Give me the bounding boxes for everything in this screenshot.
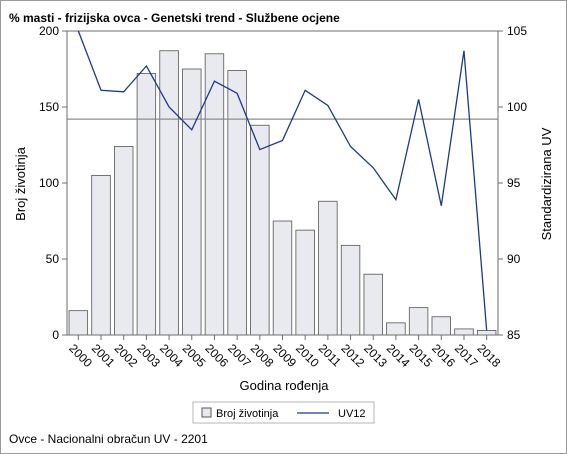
legend: Broj životinja UV12 [192,401,375,424]
bar-2013 [363,273,383,336]
bar-layer [68,50,497,336]
x-tick-label-2008: 2008 [248,341,277,370]
bar-2008 [250,124,270,336]
x-tick-label-2013: 2013 [361,341,390,370]
y-tick-label-200: 200 [39,24,59,38]
bar-2002 [114,146,134,336]
bar-2014 [386,322,406,336]
bar-2010 [295,229,315,336]
y-tick-label-0: 0 [52,328,59,342]
x-tick-label-2016: 2016 [429,341,458,370]
y2-tick-label-100: 100 [507,100,527,114]
y2-tick-label-95: 95 [507,176,521,190]
y-axis-label: Broj životinja [13,146,28,220]
bar-2012 [340,244,361,336]
x-tick-label-2007: 2007 [225,341,254,370]
y2-tick-label-85: 85 [507,328,521,342]
x-tick-label-2003: 2003 [134,341,163,370]
x-tick-label-2000: 2000 [66,341,95,370]
legend-label-bars: Broj životinja [216,408,279,420]
x-tick-label-2002: 2002 [112,341,141,370]
x-tick-label-2014: 2014 [384,341,413,370]
bar-2003 [136,73,157,336]
bar-2017 [454,328,474,336]
bar-2009 [272,220,293,336]
bar-2005 [182,68,202,336]
y2-axis-label: Standardizirana UV [539,127,554,240]
y-tick-label-100: 100 [39,176,59,190]
bar-2015 [408,307,429,336]
bar-2011 [318,200,338,336]
x-tick-label-2010: 2010 [293,341,322,370]
bar-2004 [159,50,179,336]
x-tick-label-2017: 2017 [452,341,481,370]
x-tick-label-2015: 2015 [406,341,435,370]
x-tick-label-2004: 2004 [157,341,186,370]
legend-swatch-bar [201,407,212,418]
bar-2018 [476,330,497,336]
bar-2001 [91,174,111,336]
line-layer [77,30,488,331]
y-tick-label-50: 50 [46,252,60,266]
bar-2000 [68,310,89,336]
x-tick-label-2012: 2012 [338,341,367,370]
series-line-uv12 [77,30,488,331]
x-axis-label: Godina rođenja [240,378,330,393]
y2-tick-label-90: 90 [507,252,521,266]
legend-label-line: UV12 [338,408,366,420]
footnote: Ovce - Nacionalni obračun UV - 2201 [9,432,208,446]
x-tick-label-2018: 2018 [475,341,504,370]
x-tick-label-2001: 2001 [89,341,118,370]
y-tick-label-150: 150 [39,100,59,114]
x-tick-label-2005: 2005 [180,341,209,370]
x-tick-label-2009: 2009 [270,341,299,370]
chart-title: % masti - frizijska ovca - Genetski tren… [9,11,340,25]
y2-tick-label-105: 105 [507,24,527,38]
x-tick-label-2006: 2006 [202,341,231,370]
bar-2016 [431,316,451,336]
legend-box [192,401,375,424]
x-tick-label-2011: 2011 [316,341,344,369]
